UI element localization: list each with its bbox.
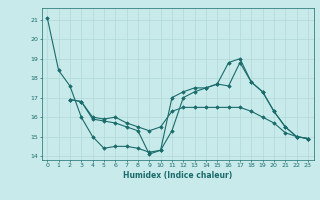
X-axis label: Humidex (Indice chaleur): Humidex (Indice chaleur)	[123, 171, 232, 180]
